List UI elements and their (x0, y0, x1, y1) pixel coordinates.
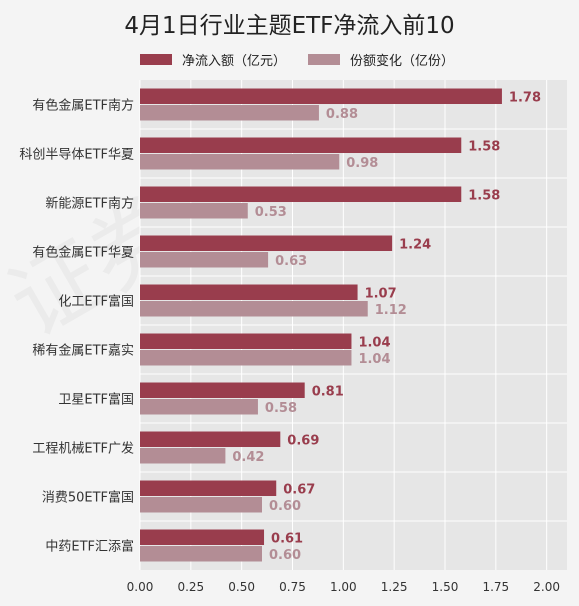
x-tick-label: 1.50 (432, 580, 459, 594)
category-label: 新能源ETF南方 (45, 196, 134, 212)
bar-shares (140, 399, 258, 415)
data-label-shares: 0.53 (255, 205, 287, 220)
data-label-shares: 0.58 (265, 401, 297, 416)
bar-inflow (140, 431, 281, 447)
bar-inflow (140, 284, 358, 300)
bar-inflow (140, 333, 352, 349)
data-label-inflow: 1.58 (468, 139, 500, 154)
data-label-shares: 0.98 (346, 156, 378, 171)
x-tick-label: 1.25 (381, 580, 408, 594)
data-label-shares: 0.42 (232, 450, 264, 465)
category-label: 稀有金属ETF嘉实 (32, 343, 134, 359)
bar-shares (140, 105, 319, 121)
category-label: 卫星ETF富国 (58, 392, 134, 408)
x-tick-label: 0.00 (127, 580, 154, 594)
x-tick-label: 2.00 (533, 580, 560, 594)
bar-shares (140, 497, 262, 513)
bar-inflow (140, 480, 277, 496)
data-label-shares: 0.63 (275, 254, 307, 269)
category-label: 有色金属ETF南方 (32, 98, 134, 114)
bar-inflow (140, 235, 393, 251)
bar-inflow (140, 382, 305, 398)
bar-shares (140, 448, 226, 464)
data-label-inflow: 0.61 (271, 531, 303, 546)
legend-item-shares: 份额变化（亿份） (308, 50, 454, 69)
bar-shares (140, 252, 269, 268)
legend-label-inflow: 净流入额（亿元） (182, 53, 287, 69)
category-label: 有色金属ETF华夏 (32, 245, 134, 261)
bar-inflow (140, 529, 265, 545)
bar-inflow (140, 137, 462, 153)
category-label: 科创半导体ETF华夏 (19, 148, 134, 163)
bar-shares (140, 546, 262, 562)
x-tick-label: 1.75 (482, 580, 509, 594)
data-label-shares: 0.60 (269, 499, 301, 514)
data-label-inflow: 0.67 (283, 482, 315, 497)
data-label-inflow: 0.81 (312, 384, 344, 399)
bar-inflow (140, 88, 502, 104)
category-label: 消费50ETF富国 (42, 490, 134, 506)
data-label-inflow: 0.69 (287, 433, 319, 448)
bar-inflow (140, 186, 462, 202)
bar-shares (140, 350, 352, 366)
category-label: 工程机械ETF广发 (32, 441, 134, 457)
x-tick-label: 0.25 (177, 580, 204, 594)
category-label: 化工ETF富国 (58, 294, 134, 310)
legend: 净流入额（亿元） 份额变化（亿份） (140, 50, 476, 69)
data-label-shares: 1.04 (358, 352, 390, 367)
x-tick-label: 0.50 (228, 580, 255, 594)
bar-shares (140, 154, 340, 170)
legend-swatch-inflow (140, 53, 172, 65)
data-label-shares: 0.60 (269, 548, 301, 563)
legend-item-inflow: 净流入额（亿元） (140, 50, 286, 69)
data-label-inflow: 1.78 (509, 90, 541, 105)
chart-title: 4月1日行业主题ETF净流入前10 (124, 13, 455, 39)
category-label: 中药ETF汇添富 (45, 539, 134, 555)
x-tick-label: 0.75 (279, 580, 306, 594)
data-label-inflow: 1.24 (399, 237, 431, 252)
legend-label-shares: 份额变化（亿份） (350, 53, 455, 69)
data-label-inflow: 1.04 (358, 335, 390, 350)
data-label-shares: 1.12 (375, 303, 407, 318)
legend-swatch-shares (308, 53, 341, 65)
bar-shares (140, 301, 368, 317)
bar-shares (140, 203, 248, 219)
data-label-inflow: 1.07 (365, 286, 397, 301)
data-label-inflow: 1.58 (468, 188, 500, 203)
x-tick-label: 1.00 (330, 580, 357, 594)
data-label-shares: 0.88 (326, 107, 358, 122)
